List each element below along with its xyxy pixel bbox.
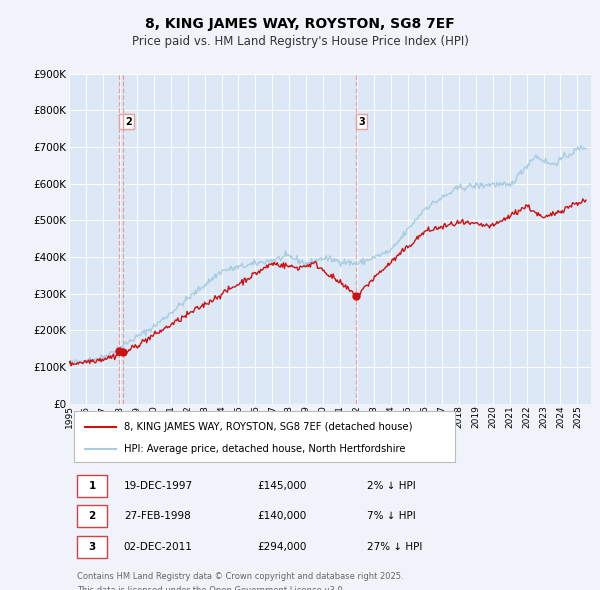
Text: £145,000: £145,000 bbox=[257, 481, 306, 491]
Text: 8, KING JAMES WAY, ROYSTON, SG8 7EF (detached house): 8, KING JAMES WAY, ROYSTON, SG8 7EF (det… bbox=[124, 422, 412, 432]
Text: 3: 3 bbox=[358, 117, 365, 127]
Text: Price paid vs. HM Land Registry's House Price Index (HPI): Price paid vs. HM Land Registry's House … bbox=[131, 35, 469, 48]
Text: 02-DEC-2011: 02-DEC-2011 bbox=[124, 542, 193, 552]
Text: 27% ↓ HPI: 27% ↓ HPI bbox=[367, 542, 422, 552]
Text: 2: 2 bbox=[125, 117, 132, 127]
Text: £294,000: £294,000 bbox=[257, 542, 306, 552]
FancyBboxPatch shape bbox=[77, 475, 107, 497]
Text: 3: 3 bbox=[88, 542, 95, 552]
Text: 8, KING JAMES WAY, ROYSTON, SG8 7EF: 8, KING JAMES WAY, ROYSTON, SG8 7EF bbox=[145, 17, 455, 31]
Text: 27-FEB-1998: 27-FEB-1998 bbox=[124, 510, 191, 520]
Text: 1: 1 bbox=[122, 117, 128, 127]
Text: 7% ↓ HPI: 7% ↓ HPI bbox=[367, 510, 415, 520]
Text: 2% ↓ HPI: 2% ↓ HPI bbox=[367, 481, 415, 491]
FancyBboxPatch shape bbox=[74, 411, 455, 463]
Text: HPI: Average price, detached house, North Hertfordshire: HPI: Average price, detached house, Nort… bbox=[124, 444, 406, 454]
Text: This data is licensed under the Open Government Licence v3.0.: This data is licensed under the Open Gov… bbox=[77, 586, 345, 590]
Text: 19-DEC-1997: 19-DEC-1997 bbox=[124, 481, 193, 491]
Text: Contains HM Land Registry data © Crown copyright and database right 2025.: Contains HM Land Registry data © Crown c… bbox=[77, 572, 403, 582]
FancyBboxPatch shape bbox=[77, 504, 107, 526]
FancyBboxPatch shape bbox=[77, 536, 107, 558]
Text: 2: 2 bbox=[88, 510, 95, 520]
Text: 1: 1 bbox=[88, 481, 95, 491]
Text: £140,000: £140,000 bbox=[257, 510, 306, 520]
